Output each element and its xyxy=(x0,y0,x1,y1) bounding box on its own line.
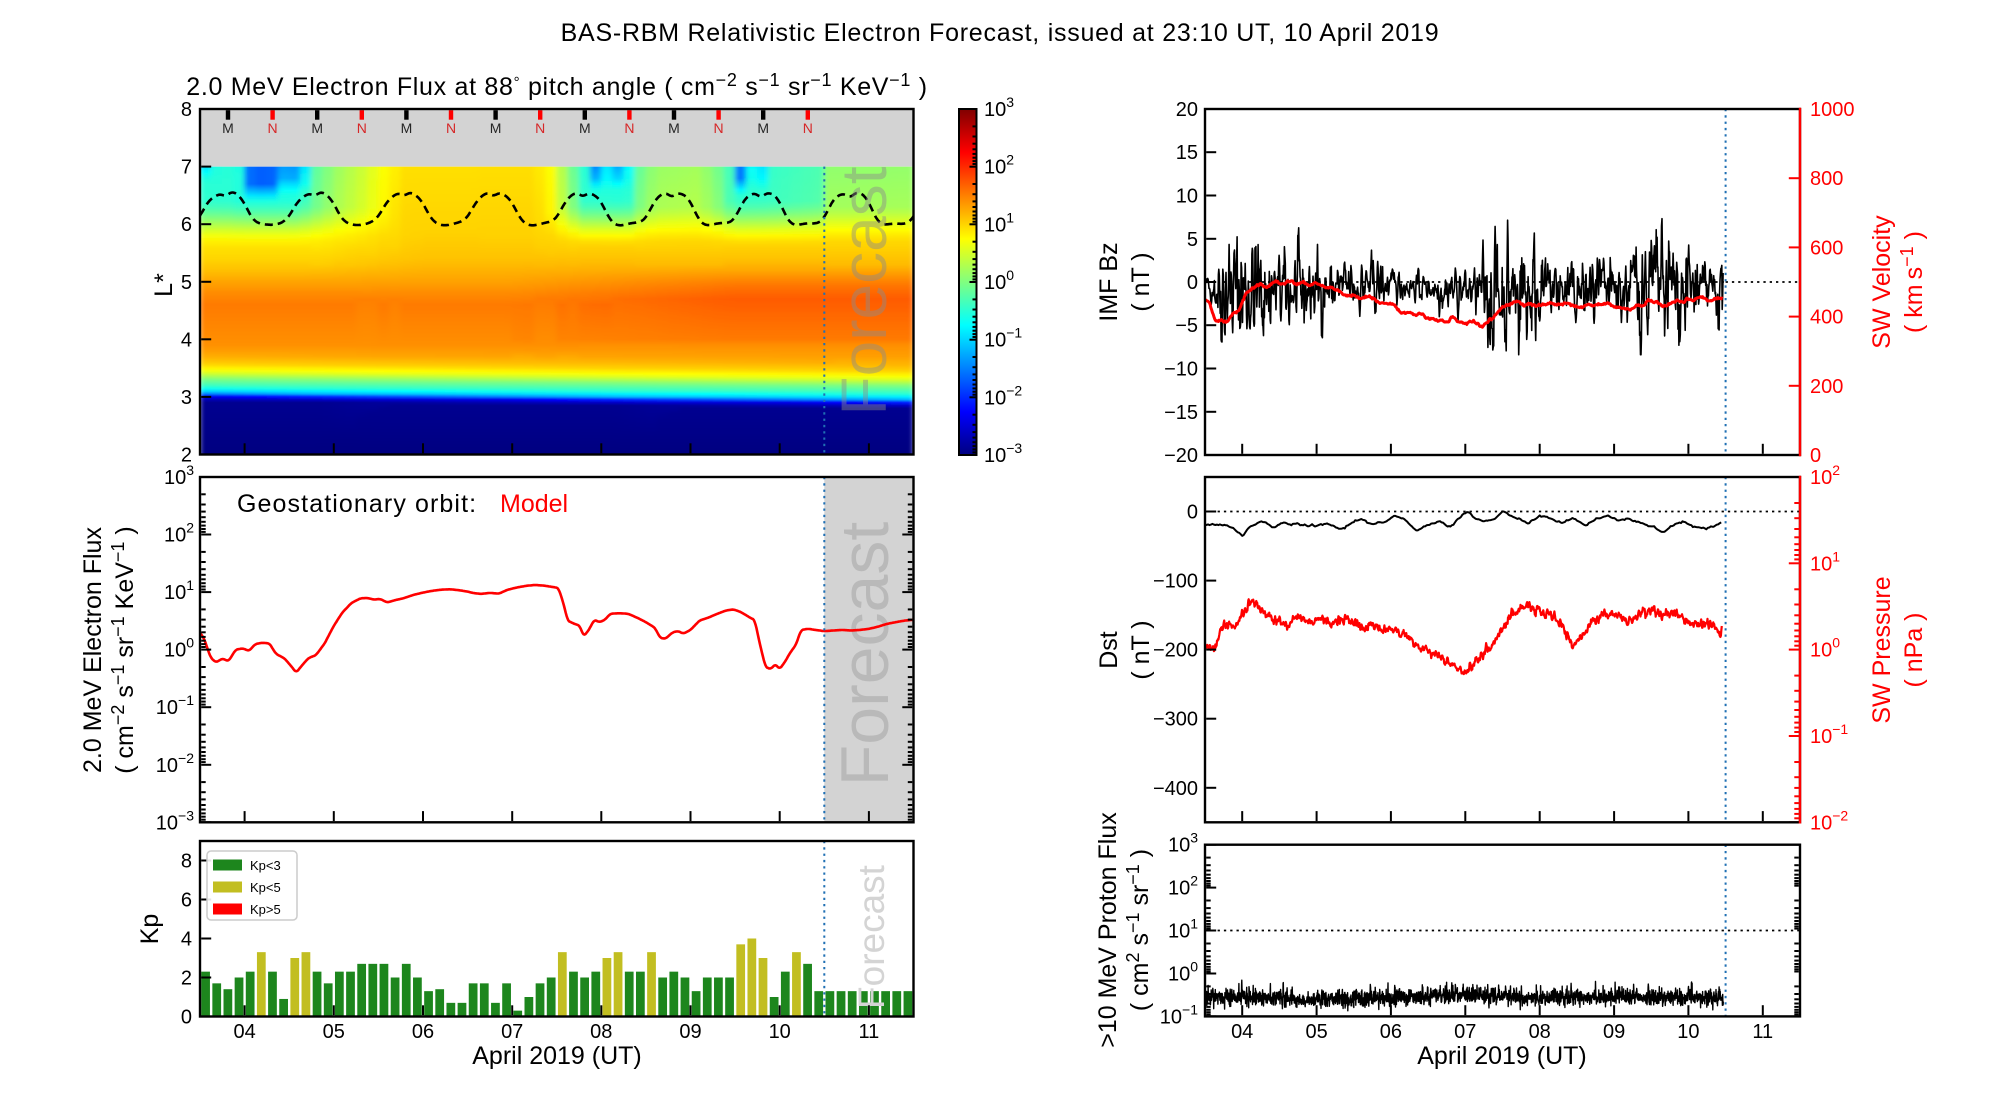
svg-text:( nPa ): ( nPa ) xyxy=(1900,612,1928,687)
svg-text:200: 200 xyxy=(1810,376,1843,398)
svg-text:5: 5 xyxy=(181,272,192,294)
svg-text:M: M xyxy=(222,120,234,136)
svg-text:L*: L* xyxy=(150,273,178,297)
svg-text:5: 5 xyxy=(1187,229,1198,251)
svg-text:N: N xyxy=(535,120,545,136)
svg-text:−200: −200 xyxy=(1153,640,1198,662)
svg-text:11: 11 xyxy=(859,1021,880,1043)
svg-text:8: 8 xyxy=(181,851,192,873)
svg-text:600: 600 xyxy=(1810,237,1843,259)
svg-text:8: 8 xyxy=(181,99,192,121)
svg-text:April 2019 (UT): April 2019 (UT) xyxy=(1417,1042,1587,1070)
svg-text:( nT ): ( nT ) xyxy=(1127,620,1155,679)
svg-text:2: 2 xyxy=(181,445,192,467)
svg-text:Forecast: Forecast xyxy=(827,522,903,787)
svg-text:Forecast: Forecast xyxy=(828,166,900,415)
svg-text:−5: −5 xyxy=(1175,315,1198,337)
svg-text:−15: −15 xyxy=(1164,402,1198,424)
svg-text:M: M xyxy=(757,120,769,136)
svg-text:10−1: 10−1 xyxy=(1160,1001,1198,1028)
svg-text:0: 0 xyxy=(1187,272,1198,294)
svg-text:Kp<5: Kp<5 xyxy=(250,880,281,895)
svg-text:6: 6 xyxy=(181,214,192,236)
svg-text:1000: 1000 xyxy=(1810,99,1855,121)
svg-text:IMF Bz: IMF Bz xyxy=(1095,242,1123,321)
svg-text:20: 20 xyxy=(1176,99,1198,121)
svg-text:0: 0 xyxy=(1810,445,1821,467)
svg-text:07: 07 xyxy=(501,1021,523,1043)
svg-text:04: 04 xyxy=(1231,1021,1253,1043)
svg-text:Kp>5: Kp>5 xyxy=(250,902,281,917)
svg-text:10: 10 xyxy=(1677,1021,1699,1043)
svg-text:Forecast: Forecast xyxy=(851,864,892,1009)
svg-text:2.0 MeV Electron Flux at 88° p: 2.0 MeV Electron Flux at 88° pitch angle… xyxy=(186,70,928,101)
svg-text:0: 0 xyxy=(1187,502,1198,524)
svg-text:10−1: 10−1 xyxy=(1810,721,1848,748)
svg-text:7: 7 xyxy=(181,157,192,179)
svg-text:06: 06 xyxy=(412,1021,434,1043)
svg-text:103: 103 xyxy=(1168,830,1198,857)
svg-text:N: N xyxy=(624,120,634,136)
svg-text:05: 05 xyxy=(1305,1021,1327,1043)
svg-text:( km s−1 ): ( km s−1 ) xyxy=(1897,231,1928,333)
svg-text:Geostationary orbit:: Geostationary orbit: xyxy=(237,490,477,518)
svg-text:0: 0 xyxy=(181,1007,192,1029)
svg-text:M: M xyxy=(668,120,680,136)
svg-text:SW Velocity: SW Velocity xyxy=(1868,215,1896,349)
svg-text:>10 MeV Proton Flux: >10 MeV Proton Flux xyxy=(1094,812,1122,1048)
svg-text:2.0 MeV Electron Flux: 2.0 MeV Electron Flux xyxy=(79,527,107,773)
svg-text:M: M xyxy=(490,120,502,136)
svg-text:05: 05 xyxy=(323,1021,345,1043)
svg-text:4: 4 xyxy=(181,329,192,351)
svg-text:−400: −400 xyxy=(1153,778,1198,800)
svg-text:10: 10 xyxy=(769,1021,791,1043)
svg-text:N: N xyxy=(803,120,813,136)
svg-text:Kp: Kp xyxy=(136,914,164,945)
svg-text:N: N xyxy=(357,120,367,136)
svg-text:800: 800 xyxy=(1810,168,1843,190)
svg-text:N: N xyxy=(268,120,278,136)
svg-text:10−2: 10−2 xyxy=(156,750,194,777)
svg-text:3: 3 xyxy=(181,387,192,409)
svg-text:06: 06 xyxy=(1380,1021,1402,1043)
svg-text:BAS-RBM Relativistic Electron: BAS-RBM Relativistic Electron Forecast, … xyxy=(561,19,1440,47)
svg-text:102: 102 xyxy=(1810,462,1840,489)
svg-text:400: 400 xyxy=(1810,307,1843,329)
svg-text:N: N xyxy=(714,120,724,136)
svg-text:Kp<3: Kp<3 xyxy=(250,858,281,873)
svg-text:April 2019 (UT): April 2019 (UT) xyxy=(472,1042,642,1070)
svg-text:N: N xyxy=(446,120,456,136)
svg-text:09: 09 xyxy=(679,1021,701,1043)
svg-text:M: M xyxy=(579,120,591,136)
svg-text:SW Pressure: SW Pressure xyxy=(1868,576,1896,723)
svg-text:( nT ): ( nT ) xyxy=(1127,252,1155,311)
svg-text:M: M xyxy=(311,120,323,136)
svg-text:04: 04 xyxy=(233,1021,255,1043)
svg-text:101: 101 xyxy=(164,577,194,604)
svg-text:Dst: Dst xyxy=(1095,631,1123,669)
svg-text:07: 07 xyxy=(1454,1021,1476,1043)
svg-text:6: 6 xyxy=(181,890,192,912)
svg-text:M: M xyxy=(401,120,413,136)
svg-text:4: 4 xyxy=(181,929,192,951)
svg-text:08: 08 xyxy=(1529,1021,1551,1043)
svg-text:−20: −20 xyxy=(1164,445,1198,467)
svg-text:−10: −10 xyxy=(1164,359,1198,381)
svg-text:11: 11 xyxy=(1752,1021,1773,1043)
svg-text:Model: Model xyxy=(500,490,568,518)
svg-text:−300: −300 xyxy=(1153,709,1198,731)
svg-text:15: 15 xyxy=(1176,142,1198,164)
svg-text:−100: −100 xyxy=(1153,571,1198,593)
svg-text:09: 09 xyxy=(1603,1021,1625,1043)
svg-text:10: 10 xyxy=(1176,186,1198,208)
svg-text:( cm−2 s−1 sr−1 KeV−1 ): ( cm−2 s−1 sr−1 KeV−1 ) xyxy=(108,526,139,773)
svg-text:2: 2 xyxy=(181,968,192,990)
svg-text:08: 08 xyxy=(590,1021,612,1043)
